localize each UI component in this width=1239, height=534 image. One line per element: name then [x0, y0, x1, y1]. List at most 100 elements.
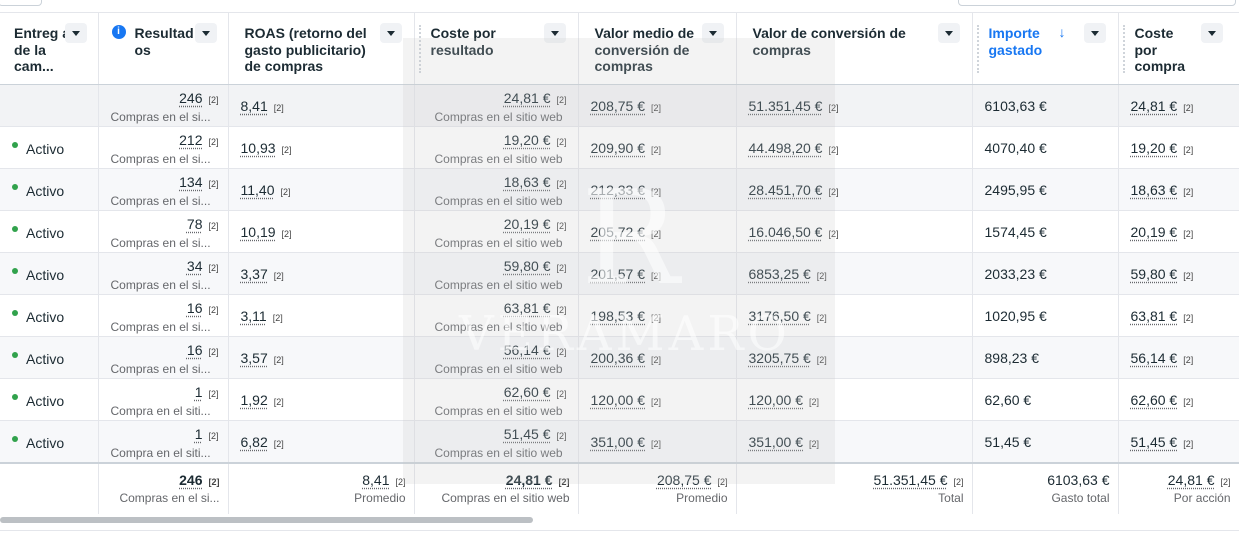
cpp-value[interactable]: 20,19 € — [1130, 224, 1178, 240]
col-avg-conv-value[interactable]: Valor medio de conversión de compras — [578, 12, 737, 85]
scrollbar-thumb[interactable] — [0, 517, 533, 523]
chevron-down-icon[interactable] — [937, 23, 960, 43]
table-row[interactable]: Activo 34 [2] Compras en el si... 3,37 [2] 59,… — [0, 252, 1239, 295]
chevron-down-icon[interactable] — [701, 23, 724, 43]
roas-value[interactable]: 10,19 — [240, 224, 276, 240]
total-cpp[interactable]: 24,81 € — [1167, 471, 1215, 488]
ref-marker: [2] — [556, 137, 567, 147]
avg-value[interactable]: 208,75 € — [590, 98, 646, 114]
total-results[interactable]: 246 — [179, 471, 203, 488]
cpp-value[interactable]: 24,81 € — [1130, 98, 1178, 114]
footer-results: 246 [2] Compras en el si... — [98, 461, 229, 514]
roas-value[interactable]: 3,11 — [240, 308, 267, 324]
cost-value[interactable]: 62,60 € — [503, 384, 551, 400]
conv-value[interactable]: 28.451,70 € — [748, 182, 823, 198]
conv-value[interactable]: 351,00 € — [748, 434, 804, 450]
col-cost-per-result[interactable]: Coste por resultado — [414, 12, 579, 85]
cost-value[interactable]: 63,81 € — [503, 300, 551, 316]
table-row[interactable]: Activo 1 [2] Compra en el siti... 1,92 [2] 62,… — [0, 378, 1239, 421]
roas-value[interactable]: 3,57 — [240, 350, 268, 366]
table-row[interactable]: Activo 212 [2] Compras en el si... 10,93 [2] 1… — [0, 126, 1239, 169]
results-value[interactable]: 134 — [179, 174, 203, 190]
toolbar-button[interactable] — [0, 0, 42, 6]
info-icon[interactable]: i — [111, 25, 126, 39]
avg-value[interactable]: 201,57 € — [590, 266, 646, 282]
chevron-down-icon[interactable] — [1083, 23, 1106, 43]
results-value[interactable]: 16 — [186, 342, 203, 358]
avg-value[interactable]: 351,00 € — [590, 434, 646, 450]
avg-value[interactable]: 205,72 € — [590, 224, 646, 240]
results-value[interactable]: 1 — [194, 384, 203, 400]
col-conv-value[interactable]: Valor de conversión de compras — [736, 12, 973, 85]
sort-arrow-icon[interactable]: ↓ — [1058, 24, 1066, 40]
conv-value[interactable]: 16.046,50 € — [748, 224, 823, 240]
roas-value[interactable]: 1,92 — [240, 392, 268, 408]
ref-marker: [2] — [273, 355, 284, 365]
divider — [0, 530, 1239, 531]
chevron-down-icon[interactable] — [194, 23, 217, 43]
roas-value[interactable]: 3,37 — [240, 266, 268, 282]
cost-value[interactable]: 59,80 € — [503, 258, 551, 274]
avg-value[interactable]: 198,53 € — [590, 308, 646, 324]
cell-conv-value: 3205,75 € [2] — [736, 336, 973, 379]
cell-cost-per-result: 20,19 € [2] Compras en el sitio web — [414, 210, 579, 253]
total-roas[interactable]: 8,41 — [362, 471, 390, 488]
avg-value[interactable]: 212,33 € — [590, 182, 646, 198]
results-type: Compras en el si... — [110, 236, 211, 250]
table-row[interactable]: Activo 134 [2] Compras en el si... 11,40 [2] 1… — [0, 168, 1239, 211]
chevron-down-icon[interactable] — [379, 23, 402, 43]
cpp-value[interactable]: 63,81 € — [1130, 308, 1178, 324]
avg-value[interactable]: 209,90 € — [590, 140, 646, 156]
roas-value[interactable]: 10,93 — [240, 140, 276, 156]
spent-value: 2495,95 € — [984, 182, 1047, 198]
conv-value[interactable]: 51.351,45 € — [748, 98, 823, 114]
cpp-value[interactable]: 56,14 € — [1130, 350, 1178, 366]
cost-value[interactable]: 24,81 € — [503, 90, 551, 106]
conv-value[interactable]: 120,00 € — [748, 392, 804, 408]
results-value[interactable]: 78 — [186, 216, 203, 232]
col-roas[interactable]: ROAS (retorno del gasto publicitario) de… — [228, 12, 415, 85]
col-cost-per-purchase[interactable]: Coste por compra — [1118, 12, 1239, 85]
roas-value[interactable]: 8,41 — [240, 98, 268, 114]
results-value[interactable]: 246 — [179, 90, 203, 106]
results-value[interactable]: 1 — [194, 426, 203, 442]
conv-value[interactable]: 6853,25 € — [748, 266, 811, 282]
chevron-down-icon[interactable] — [65, 23, 87, 43]
table-row[interactable]: Activo 78 [2] Compras en el si... 10,19 [2] 20… — [0, 210, 1239, 253]
cpp-value[interactable]: 62,60 € — [1130, 392, 1178, 408]
table-row[interactable]: Activo 16 [2] Compras en el si... 3,11 [2] 63,… — [0, 294, 1239, 337]
table-row[interactable]: Activo 1 [2] Compra en el siti... 6,82 [2] 51,… — [0, 420, 1239, 463]
ref-marker: [2] — [828, 187, 839, 197]
cost-value[interactable]: 20,19 € — [503, 216, 551, 232]
roas-value[interactable]: 6,82 — [240, 434, 268, 450]
cost-value[interactable]: 56,14 € — [503, 342, 551, 358]
col-delivery[interactable]: Entreg a de la cam... — [0, 12, 99, 85]
total-cost[interactable]: 24,81 € — [505, 471, 553, 488]
cpp-value[interactable]: 59,80 € — [1130, 266, 1178, 282]
results-value[interactable]: 34 — [186, 258, 203, 274]
avg-value[interactable]: 120,00 € — [590, 392, 646, 408]
col-results[interactable]: i Resultad os — [98, 12, 229, 85]
cpp-value[interactable]: 51,45 € — [1130, 434, 1178, 450]
toolbar-search[interactable] — [958, 0, 1236, 6]
conv-value[interactable]: 44.498,20 € — [748, 140, 823, 156]
chevron-down-icon[interactable] — [543, 23, 566, 43]
cpp-value[interactable]: 18,63 € — [1130, 182, 1178, 198]
results-value[interactable]: 16 — [186, 300, 203, 316]
avg-value[interactable]: 200,36 € — [590, 350, 646, 366]
cell-status: Activo — [0, 420, 99, 463]
chevron-down-icon[interactable] — [1200, 23, 1223, 43]
roas-value[interactable]: 11,40 — [240, 182, 275, 198]
cost-value[interactable]: 51,45 € — [503, 426, 551, 442]
conv-value[interactable]: 3205,75 € — [748, 350, 811, 366]
table-row[interactable]: Activo 16 [2] Compras en el si... 3,57 [2] 56,… — [0, 336, 1239, 379]
active-status-dot — [12, 184, 18, 190]
total-conv[interactable]: 51.351,45 € — [873, 471, 948, 488]
cost-value[interactable]: 18,63 € — [503, 174, 551, 190]
conv-value[interactable]: 3176,50 € — [748, 308, 811, 324]
cpp-value[interactable]: 19,20 € — [1130, 140, 1178, 156]
total-avg[interactable]: 208,75 € — [656, 471, 712, 488]
cost-value[interactable]: 19,20 € — [503, 132, 551, 148]
results-value[interactable]: 212 — [179, 132, 203, 148]
col-amount-spent[interactable]: Importe gastado ↓ — [972, 12, 1119, 85]
